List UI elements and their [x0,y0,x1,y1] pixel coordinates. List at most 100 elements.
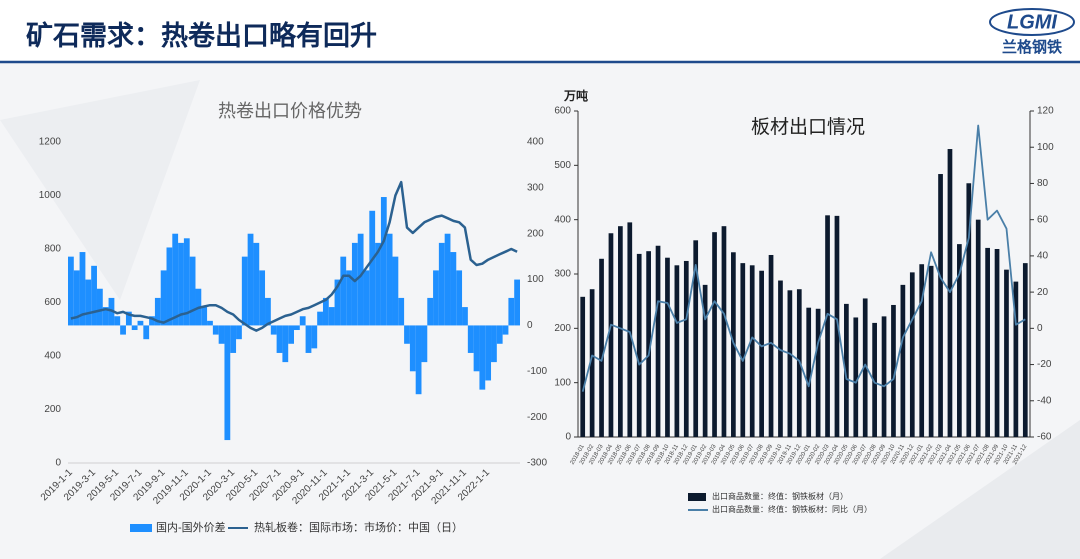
bar [721,226,727,437]
bar [491,325,497,363]
bar [608,233,614,437]
bar [467,325,474,353]
bar [496,325,503,344]
bar [404,325,410,344]
bar [357,233,364,326]
bar [236,325,242,340]
legend-swatch [130,524,152,532]
bar [120,325,126,335]
y2-tick-label: 20 [1037,287,1049,298]
bar [1022,263,1028,437]
bar [265,297,271,326]
bar [599,258,604,437]
bar [815,308,821,437]
bar [636,253,642,437]
bar [646,251,651,437]
bar [985,247,990,437]
y2-tick-label: 300 [527,182,544,193]
y-tick-label: 300 [554,269,571,280]
bar [259,270,266,326]
bar [1013,281,1019,437]
legend-swatch [688,493,706,501]
bar [508,297,515,326]
header-band [0,0,1080,62]
y2-tick-label: -60 [1037,432,1052,443]
bar [79,252,86,326]
decor [0,80,200,300]
bar [299,316,306,326]
y2-tick-label: -300 [527,458,547,469]
bar [514,279,520,326]
bar [137,320,144,326]
y2-tick-label: 40 [1037,251,1049,262]
brand: 兰格钢铁 [1002,38,1062,56]
y2-tick-label: 0 [1037,323,1043,334]
bar [247,233,254,326]
bar [844,303,849,437]
bar [149,316,155,326]
bar [485,325,492,381]
bar [957,244,962,437]
bar [218,325,225,344]
chart-title: 板材出口情况 [751,116,865,138]
bar [380,197,387,326]
bar [891,304,896,437]
bar [768,254,774,437]
bar [317,311,323,326]
bar [183,238,190,326]
bar [311,325,318,349]
bar [834,215,840,437]
bar [166,247,173,326]
y-tick-label: 500 [554,160,571,171]
bar [806,307,812,437]
bar [947,149,953,438]
y2-tick-label: -40 [1037,395,1052,406]
bar [125,311,132,326]
bar [294,325,300,331]
bar [627,222,633,437]
y-tick-label: 0 [55,458,61,469]
legend-label: 出口商品数量：终值：钢铁板材：同比（月） [712,504,872,514]
bar [96,288,103,326]
bar [693,240,699,437]
bar [241,256,248,326]
y2-tick-label: 0 [527,320,533,331]
bar [160,270,167,326]
bar [825,215,830,437]
bar [178,242,184,326]
y-tick-label: 1200 [39,137,62,148]
bar [1004,269,1009,437]
bar [759,270,764,437]
bar [409,325,416,372]
bar [143,325,150,340]
slide-title: 矿石需求：热卷出口略有回升 [26,20,377,51]
bar [85,279,92,326]
bar [322,297,329,326]
bar [102,307,109,326]
y2-tick-label: 60 [1037,214,1049,225]
y-tick-label: 400 [44,351,61,362]
bar [212,325,219,335]
y2-tick-label: 120 [1037,106,1054,117]
y-tick-label: 400 [554,214,571,225]
bar [172,233,179,326]
bar [778,280,783,437]
bar [900,284,906,437]
bar [787,290,793,437]
bar [270,325,277,335]
bar [363,270,370,326]
bar [444,233,451,326]
legend-label: 国内-国外价差 [156,520,226,534]
bar [398,297,405,326]
bar [853,317,859,437]
bar [618,226,623,437]
bar [502,325,509,335]
legend-label: 出口商品数量：终值：钢铁板材（月） [712,491,848,501]
bar [919,264,925,437]
chart-title: 热卷出口价格优势 [218,101,362,121]
bar [589,289,595,437]
bar [68,256,74,326]
bar [674,265,680,437]
bar [224,325,231,441]
